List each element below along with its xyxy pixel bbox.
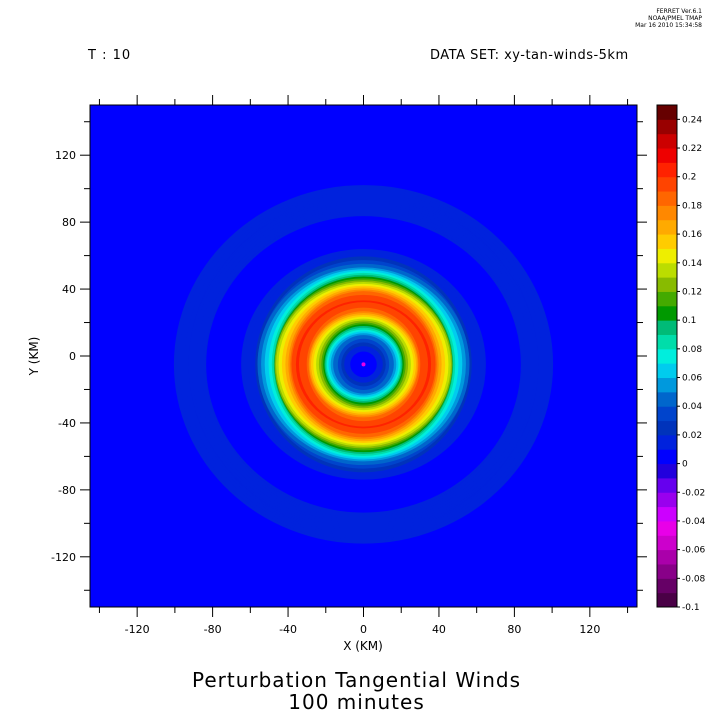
colorbar-swatch	[657, 119, 677, 135]
colorbar-tick-label: 0.06	[682, 374, 702, 384]
colorbar-swatch	[657, 406, 677, 422]
colorbar-swatch	[657, 434, 677, 450]
x-tick-label: 80	[507, 623, 521, 636]
colorbar-tick-label: -0.06	[682, 546, 706, 556]
x-tick-label: -40	[279, 623, 297, 636]
colorbar-tick-label: 0.18	[682, 201, 702, 211]
colorbar-tick-label: -0.04	[682, 517, 706, 527]
colorbar-tick-label: 0.22	[682, 144, 702, 154]
colorbar-swatch	[657, 277, 677, 292]
colorbar-swatch	[657, 291, 677, 307]
chart-subtitle: 100 minutes	[288, 690, 425, 714]
colorbar-swatch	[657, 563, 677, 579]
y-tick-label: 40	[62, 283, 76, 296]
colorbar-swatch	[657, 162, 677, 178]
colorbar-swatch	[657, 477, 677, 493]
colorbar-swatch	[657, 549, 677, 565]
colorbar-tick-label: 0.2	[682, 173, 696, 183]
colorbar-tick-label: 0.12	[682, 287, 702, 297]
colorbar-swatch	[657, 578, 677, 594]
colorbar-swatch	[657, 105, 677, 120]
y-tick-label: 80	[62, 216, 76, 229]
colorbar-swatch	[657, 520, 677, 536]
ferret-line: FERRET Ver.6.1	[656, 8, 702, 15]
time-label: T : 10	[88, 48, 132, 63]
y-tick-label: -120	[51, 551, 76, 564]
colorbar-swatch	[657, 348, 677, 364]
colorbar-swatch	[657, 262, 677, 278]
colorbar-swatch	[657, 234, 677, 249]
colorbar-swatch	[657, 205, 677, 221]
colorbar-swatch	[657, 449, 677, 465]
colorbar-tick-label: -0.1	[682, 603, 700, 613]
colorbar-swatch	[657, 334, 677, 350]
colorbar-tick-label: 0.16	[682, 230, 702, 240]
heatmap-field	[90, 105, 637, 607]
ferret-line: Mar 16 2010 15:34:58	[635, 22, 702, 29]
y-tick-label: 120	[55, 149, 76, 162]
colorbar-swatch	[657, 305, 677, 321]
colorbar-tick-label: 0.14	[682, 259, 702, 269]
ferret-line: NOAA/PMEL TMAP	[648, 15, 702, 22]
y-axis-label: Y (KM)	[27, 337, 41, 377]
x-tick-label: -80	[204, 623, 222, 636]
colorbar-swatch	[657, 320, 677, 335]
ferret-credit: FERRET Ver.6.1 NOAA/PMEL TMAP Mar 16 201…	[562, 8, 702, 29]
y-tick-label: -40	[58, 417, 76, 430]
colorbar-swatch	[657, 377, 677, 393]
colorbar-frame	[656, 104, 678, 608]
colorbar-swatch	[657, 148, 677, 163]
colorbar-swatch	[657, 248, 677, 264]
colorbar-swatch	[657, 133, 677, 149]
colorbar-swatch	[657, 492, 677, 508]
colorbar-swatch	[657, 506, 677, 522]
colorbar-swatch	[657, 191, 677, 206]
colorbar-tick-label: -0.02	[682, 488, 705, 498]
colorbar-tick-label: 0.08	[682, 345, 702, 355]
colorbar-swatch	[657, 176, 677, 192]
y-tick-label: -80	[58, 484, 76, 497]
x-tick-label: -120	[125, 623, 150, 636]
x-axis-label: X (KM)	[343, 639, 383, 653]
colorbar-swatch	[657, 420, 677, 436]
colorbar-swatch	[657, 463, 677, 479]
colorbar-tick-label: 0.1	[682, 316, 696, 326]
colorbar-swatch	[657, 391, 677, 407]
center-marker	[361, 362, 366, 367]
colorbar-swatch	[657, 535, 677, 551]
colorbar-tick-label: 0.04	[682, 402, 702, 412]
colorbar-swatch	[657, 363, 677, 379]
x-tick-label: 0	[360, 623, 367, 636]
x-tick-label: 40	[432, 623, 446, 636]
y-tick-label: 0	[69, 350, 76, 363]
colorbar-tick-label: 0	[682, 460, 688, 470]
colorbar-swatch	[657, 592, 677, 608]
dataset-label: DATA SET: xy-tan-winds-5km	[430, 48, 629, 63]
colorbar-tick-label: 0.24	[682, 115, 702, 125]
colorbar-tick-label: 0.02	[682, 431, 702, 441]
colorbar: -0.1 -0.08 -0.06 -0.04 -0.02 0 0.02 0.04 0.06 0.0…	[656, 104, 706, 613]
x-tick-label: 120	[579, 623, 600, 636]
colorbar-tick-label: -0.08	[682, 574, 706, 584]
chart-title: Perturbation Tangential Winds	[192, 668, 521, 692]
colorbar-swatch	[657, 219, 677, 235]
axis-ticks: -120 -80 -40 0 40 80 120 -120 -80 -40 0 40 80 120	[51, 95, 647, 636]
